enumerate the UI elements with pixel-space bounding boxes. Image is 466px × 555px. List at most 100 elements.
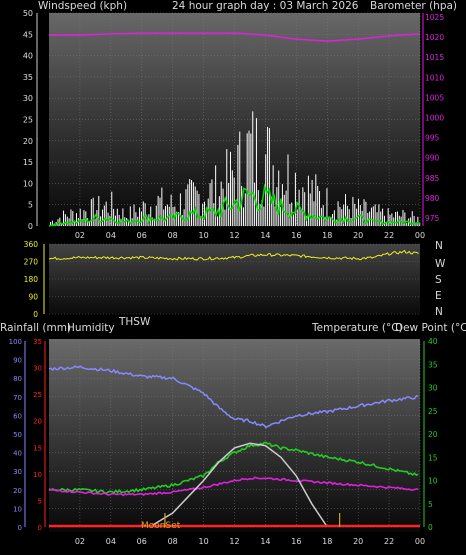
- temp-x-tick-label: 22: [384, 537, 394, 546]
- wind-x-tick-label: 04: [106, 231, 116, 240]
- wind-x-tick-label: 14: [260, 231, 270, 240]
- barometer-tick-label: 1015: [425, 53, 444, 62]
- wind-x-tick-label: 00: [415, 231, 425, 240]
- humidity-tick-label: 50: [13, 431, 22, 439]
- direction-tick-label: 270: [24, 258, 39, 267]
- humidity-tick-label: 30: [13, 468, 22, 476]
- direction-tick-label: 90: [28, 293, 38, 302]
- barometer-tick-label: 975: [425, 214, 440, 223]
- humidity-axis-title: Humidity: [67, 322, 115, 334]
- wind-x-tick-label: 12: [229, 231, 239, 240]
- wind-tick-label: 35: [23, 73, 33, 82]
- temp-tick-label: 30: [428, 384, 438, 393]
- temp-x-tick-label: 14: [260, 537, 270, 546]
- temp-tick-label: 20: [428, 430, 438, 439]
- dew-point-line: [48, 476, 419, 497]
- temp-x-tick-label: 18: [322, 537, 332, 546]
- barometer-tick-label: 1000: [425, 113, 444, 122]
- wind-x-tick-label: 20: [353, 231, 363, 240]
- humidity-tick-label: 90: [13, 357, 22, 365]
- temp-tick-label: 25: [428, 407, 438, 416]
- wind-tick-label: 5: [28, 201, 33, 210]
- humidity-tick-label: 100: [9, 338, 22, 346]
- wind-tick-label: 0: [28, 222, 33, 231]
- temp-tick-label: 5: [428, 500, 433, 509]
- rain-tick-label: 25: [33, 391, 42, 399]
- barometer-tick-label: 1020: [425, 33, 444, 42]
- temp-tick-label: 40: [428, 337, 438, 346]
- temp-tick-label: 15: [428, 453, 438, 462]
- barometer-tick-label: 1025: [425, 13, 444, 22]
- wind-x-tick-label: 22: [384, 231, 394, 240]
- wind-x-tick-label: 02: [75, 231, 85, 240]
- humidity-tick-label: 40: [13, 450, 22, 458]
- wind-tick-label: 50: [23, 9, 33, 18]
- direction-label-e: E: [435, 290, 442, 302]
- barometer-line: [49, 32, 421, 42]
- temperature-line: [48, 441, 419, 495]
- wind-tick-label: 30: [23, 94, 33, 103]
- temp-x-tick-label: 10: [198, 537, 208, 546]
- barometer-tick-label: 995: [425, 134, 440, 143]
- temp-x-tick-label: 08: [168, 537, 178, 546]
- wind-gust-line: [48, 183, 421, 227]
- rain-tick-label: 0: [38, 524, 42, 532]
- rain-tick-label: 35: [33, 338, 42, 346]
- direction-tick-label: 0: [33, 310, 38, 319]
- direction-label-n-top: N: [435, 240, 443, 252]
- rain-tick-label: 10: [33, 471, 42, 479]
- wind-x-tick-label: 16: [291, 231, 301, 240]
- dewpoint-axis-title: Dew Point (°C): [395, 322, 466, 334]
- humidity-tick-label: 10: [13, 505, 22, 513]
- wind-x-tick-label: 18: [322, 231, 332, 240]
- temp-tick-label: 0: [428, 523, 433, 532]
- wind-x-tick-label: 06: [137, 231, 147, 240]
- wind-tick-label: 45: [23, 30, 33, 39]
- temp-x-tick-label: 06: [137, 537, 147, 546]
- barometer-tick-label: 1010: [425, 73, 444, 82]
- solar-curve: [149, 442, 328, 528]
- humidity-tick-label: 70: [13, 394, 22, 402]
- barometer-tick-label: 985: [425, 174, 440, 183]
- rain-tick-label: 5: [38, 497, 42, 505]
- barometer-tick-label: 990: [425, 154, 440, 163]
- rainfall-axis-title: Rainfall (mm): [0, 322, 72, 334]
- rain-tick-label: 20: [33, 418, 42, 426]
- moonset-label: MoonSet: [141, 521, 181, 531]
- wind-tick-label: 15: [23, 158, 33, 167]
- rain-tick-label: 15: [33, 444, 42, 452]
- barometer-tick-label: 980: [425, 194, 440, 203]
- barometer-tick-label: 1005: [425, 93, 444, 102]
- temp-x-tick-label: 00: [415, 537, 425, 546]
- humidity-tick-label: 0: [18, 524, 22, 532]
- barometer-axis-title: Barometer (hpa): [370, 0, 458, 12]
- temp-x-tick-label: 02: [75, 537, 85, 546]
- direction-label-n-bottom: N: [435, 306, 443, 318]
- wind-x-tick-label: 10: [198, 231, 208, 240]
- humidity-line: [48, 365, 419, 429]
- rain-tick-label: 30: [33, 365, 42, 373]
- temp-x-tick-label: 20: [353, 537, 363, 546]
- temp-tick-label: 10: [428, 477, 438, 486]
- temperature-axis-title: Temperature (°C): [312, 322, 403, 334]
- direction-label-s: S: [435, 274, 442, 286]
- graph-title: 24 hour graph day : 03 March 2026: [172, 0, 359, 12]
- wind-tick-label: 25: [23, 116, 33, 125]
- direction-label-w: W: [435, 258, 446, 270]
- humidity-tick-label: 20: [13, 487, 22, 495]
- direction-tick-label: 360: [24, 240, 39, 249]
- temp-x-tick-label: 16: [291, 537, 301, 546]
- humidity-tick-label: 60: [13, 412, 22, 420]
- thsw-label: THSW: [119, 316, 151, 328]
- wind-x-tick-label: 08: [168, 231, 178, 240]
- temp-tick-label: 35: [428, 360, 438, 369]
- temp-x-tick-label: 12: [229, 537, 239, 546]
- temp-x-tick-label: 04: [106, 537, 116, 546]
- wind-tick-label: 10: [23, 179, 33, 188]
- humidity-tick-label: 80: [13, 375, 22, 383]
- direction-tick-label: 180: [24, 275, 39, 284]
- wind-tick-label: 40: [23, 52, 33, 61]
- wind-tick-label: 20: [23, 137, 33, 146]
